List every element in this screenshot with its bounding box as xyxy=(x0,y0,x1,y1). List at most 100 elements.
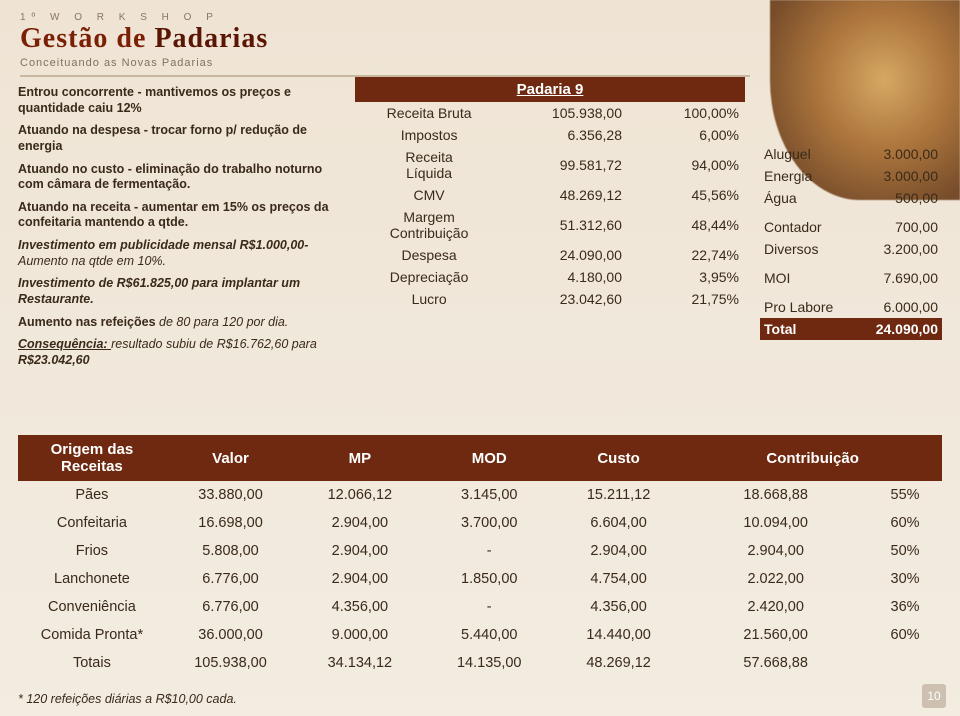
cell: 6.604,00 xyxy=(554,509,683,537)
cell: 6.776,00 xyxy=(166,565,295,593)
cell: 36.000,00 xyxy=(166,621,295,649)
table-row: Pro Labore6.000,00 xyxy=(760,289,942,318)
cell: 57.668,88 xyxy=(683,649,868,677)
table-row: MOI7.690,00 xyxy=(760,260,942,289)
note-8a: Consequência: xyxy=(18,337,111,351)
cell: 3.700,00 xyxy=(425,509,554,537)
cell-label: Aluguel xyxy=(760,143,855,165)
footnote: * 120 refeições diárias a R$10,00 cada. xyxy=(18,692,237,706)
cell-pct: 48,44% xyxy=(628,206,745,244)
cell-value: 7.690,00 xyxy=(855,260,942,289)
cell-pct: 6,00% xyxy=(628,124,745,146)
cell: - xyxy=(425,593,554,621)
cell-pct: 21,75% xyxy=(628,288,745,310)
cell-label: Depreciação xyxy=(355,266,503,288)
table-row: Confeitaria16.698,002.904,003.700,006.60… xyxy=(18,509,942,537)
cell-value: 3.200,00 xyxy=(855,238,942,260)
note-4: Atuando na receita - aumentar em 15% os … xyxy=(18,200,329,230)
cell-label: Lucro xyxy=(355,288,503,310)
table-row: Lanchonete6.776,002.904,001.850,004.754,… xyxy=(18,565,942,593)
cell: 14.135,00 xyxy=(425,649,554,677)
cell: Conveniência xyxy=(18,593,166,621)
note-8c: R$23.042,60 xyxy=(18,353,90,367)
col-origem: Origem das Receitas xyxy=(18,435,166,481)
cell: 2.022,00 xyxy=(683,565,868,593)
table-row: CMV48.269,1245,56% xyxy=(355,184,745,206)
table-row: Energia3.000,00 xyxy=(760,165,942,187)
cell: 21.560,00 xyxy=(683,621,868,649)
cell-value: 23.042,60 xyxy=(503,288,628,310)
total-label: Total xyxy=(760,318,855,340)
cell: 2.904,00 xyxy=(295,509,424,537)
note-3: Atuando no custo - eliminação do trabalh… xyxy=(18,162,322,192)
col-valor: Valor xyxy=(166,435,295,481)
table-row: Comida Pronta*36.000,009.000,005.440,001… xyxy=(18,621,942,649)
table-row: Despesa24.090,0022,74% xyxy=(355,244,745,266)
padaria-rows: Receita Bruta105.938,00100,00%Impostos6.… xyxy=(355,102,745,310)
cell: 33.880,00 xyxy=(166,481,295,509)
cell-label: Impostos xyxy=(355,124,503,146)
workshop-label: 1º W O R K S H O P xyxy=(20,12,960,23)
cell: 2.420,00 xyxy=(683,593,868,621)
title-part-a: Gestão de xyxy=(20,23,154,54)
cell-label: Pro Labore xyxy=(760,289,855,318)
cell-value: 700,00 xyxy=(855,209,942,238)
cell-label: Diversos xyxy=(760,238,855,260)
cell-label: MOI xyxy=(760,260,855,289)
cell: 60% xyxy=(868,621,942,649)
note-1: Entrou concorrente - mantivemos os preço… xyxy=(18,85,291,115)
padaria-title: Padaria 9 xyxy=(355,77,745,102)
cell-value: 105.938,00 xyxy=(503,102,628,124)
col-custo: Custo xyxy=(554,435,683,481)
table-row: Receita Bruta105.938,00100,00% xyxy=(355,102,745,124)
table-row: Frios5.808,002.904,00-2.904,002.904,0050… xyxy=(18,537,942,565)
cell: 3.145,00 xyxy=(425,481,554,509)
cell-value: 6.356,28 xyxy=(503,124,628,146)
cell-label: Receita Bruta xyxy=(355,102,503,124)
cell: 105.938,00 xyxy=(166,649,295,677)
cell: 55% xyxy=(868,481,942,509)
note-6: Investimento de R$61.825,00 para implant… xyxy=(18,276,300,306)
cell: 4.754,00 xyxy=(554,565,683,593)
note-2: Atuando na despesa - trocar forno p/ red… xyxy=(18,123,307,153)
total-value: 24.090,00 xyxy=(855,318,942,340)
cell-label: Água xyxy=(760,187,855,209)
cell: 2.904,00 xyxy=(683,537,868,565)
cell: 2.904,00 xyxy=(295,537,424,565)
cell: 50% xyxy=(868,537,942,565)
col-contrib: Contribuição xyxy=(683,435,942,481)
cell: 5.440,00 xyxy=(425,621,554,649)
cell: 2.904,00 xyxy=(295,565,424,593)
cell: 2.904,00 xyxy=(554,537,683,565)
cell: 12.066,12 xyxy=(295,481,424,509)
page-number: 10 xyxy=(922,684,946,708)
cell: Confeitaria xyxy=(18,509,166,537)
cell: 4.356,00 xyxy=(295,593,424,621)
cell: 30% xyxy=(868,565,942,593)
cell: 14.440,00 xyxy=(554,621,683,649)
cell-label: MargemContribuição xyxy=(355,206,503,244)
table-row: Pães33.880,0012.066,123.145,0015.211,121… xyxy=(18,481,942,509)
title-part-b: Padarias xyxy=(154,23,268,54)
cell: 36% xyxy=(868,593,942,621)
cell-value: 6.000,00 xyxy=(855,289,942,318)
cell: 48.269,12 xyxy=(554,649,683,677)
cell: 18.668,88 xyxy=(683,481,868,509)
page-title: Gestão de Padarias xyxy=(20,23,960,55)
cell: 15.211,12 xyxy=(554,481,683,509)
note-7a: Aumento nas refeições xyxy=(18,315,159,329)
cell: 34.134,12 xyxy=(295,649,424,677)
left-notes: Entrou concorrente - mantivemos os preço… xyxy=(18,85,348,375)
cell-label: ReceitaLíquida xyxy=(355,146,503,184)
total-row: Total24.090,00 xyxy=(760,318,942,340)
cell-value: 4.180,00 xyxy=(503,266,628,288)
cell: Pães xyxy=(18,481,166,509)
cell xyxy=(868,649,942,677)
padaria-table: Padaria 9 Receita Bruta105.938,00100,00%… xyxy=(355,77,745,310)
note-7b: de 80 para 120 por dia. xyxy=(159,315,288,329)
cell: 4.356,00 xyxy=(554,593,683,621)
cell-value: 500,00 xyxy=(855,187,942,209)
cell: Comida Pronta* xyxy=(18,621,166,649)
col-mod: MOD xyxy=(425,435,554,481)
subtitle: Conceituando as Novas Padarias xyxy=(20,57,960,69)
